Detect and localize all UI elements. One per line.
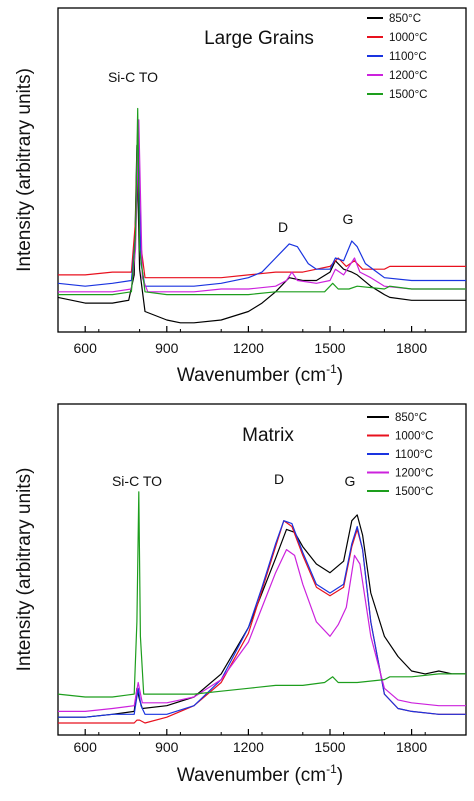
legend-label: 1200°C xyxy=(395,468,434,480)
x-tick-label: 1800 xyxy=(396,340,427,356)
peak-annotation: G xyxy=(343,211,354,227)
x-tick-label: 1200 xyxy=(233,739,264,755)
legend-label: 1000°C xyxy=(395,431,434,443)
series-line xyxy=(58,520,466,724)
series-line xyxy=(58,144,466,324)
legend-label: 850°C xyxy=(389,13,421,25)
panel-title: Large Grains xyxy=(204,28,314,49)
x-axis-label: Wavenumber (cm-1) xyxy=(177,362,343,386)
series-line xyxy=(58,107,466,296)
legend: 850°C 1000°C 1100°C 1200°C 1500°C xyxy=(367,13,428,101)
legend-label: 1200°C xyxy=(389,70,428,82)
legend-label: 1500°C xyxy=(395,486,434,498)
x-axis-label: Wavenumber (cm-1) xyxy=(177,762,343,786)
legend-label: 1100°C xyxy=(389,51,427,63)
legend: 850°C 1000°C 1100°C 1200°C 1500°C xyxy=(367,412,434,498)
peak-annotation: D xyxy=(278,219,288,235)
series-line xyxy=(58,127,466,279)
series-group xyxy=(58,107,466,324)
peak-annotation: D xyxy=(274,471,284,487)
legend-label: 1500°C xyxy=(389,89,428,101)
panel-title: Matrix xyxy=(242,425,294,446)
x-tick-label: 900 xyxy=(155,340,179,356)
x-tick-label: 1200 xyxy=(233,340,264,356)
peak-annotation: Si-C TO xyxy=(112,473,162,489)
large-grains-chart: 600 900 1200 1500 1800 Wavenumber (cm-1) Inten… xyxy=(14,7,467,386)
x-tick-label: 1500 xyxy=(314,340,345,356)
series-line xyxy=(58,520,466,718)
x-tick-label: 1500 xyxy=(314,739,345,755)
series-line xyxy=(58,491,466,698)
matrix-chart: 600 900 1200 1500 1800 Wavenumber (cm-1) Inten… xyxy=(14,403,467,786)
x-tick-label: 600 xyxy=(74,340,98,356)
x-tick-label: 600 xyxy=(74,739,98,755)
series-line xyxy=(58,141,466,287)
y-axis-label: Intensity (arbitrary units) xyxy=(14,68,35,272)
peak-annotation: Si-C TO xyxy=(108,69,158,85)
series-line xyxy=(58,549,466,712)
legend-label: 850°C xyxy=(395,412,427,424)
legend-label: 1100°C xyxy=(395,449,433,461)
series-group xyxy=(58,491,466,724)
y-axis-label: Intensity (arbitrary units) xyxy=(14,468,35,672)
legend-label: 1000°C xyxy=(389,32,428,44)
peak-annotation: G xyxy=(345,473,356,489)
x-tick-label: 1800 xyxy=(396,739,427,755)
x-tick-label: 900 xyxy=(155,739,179,755)
